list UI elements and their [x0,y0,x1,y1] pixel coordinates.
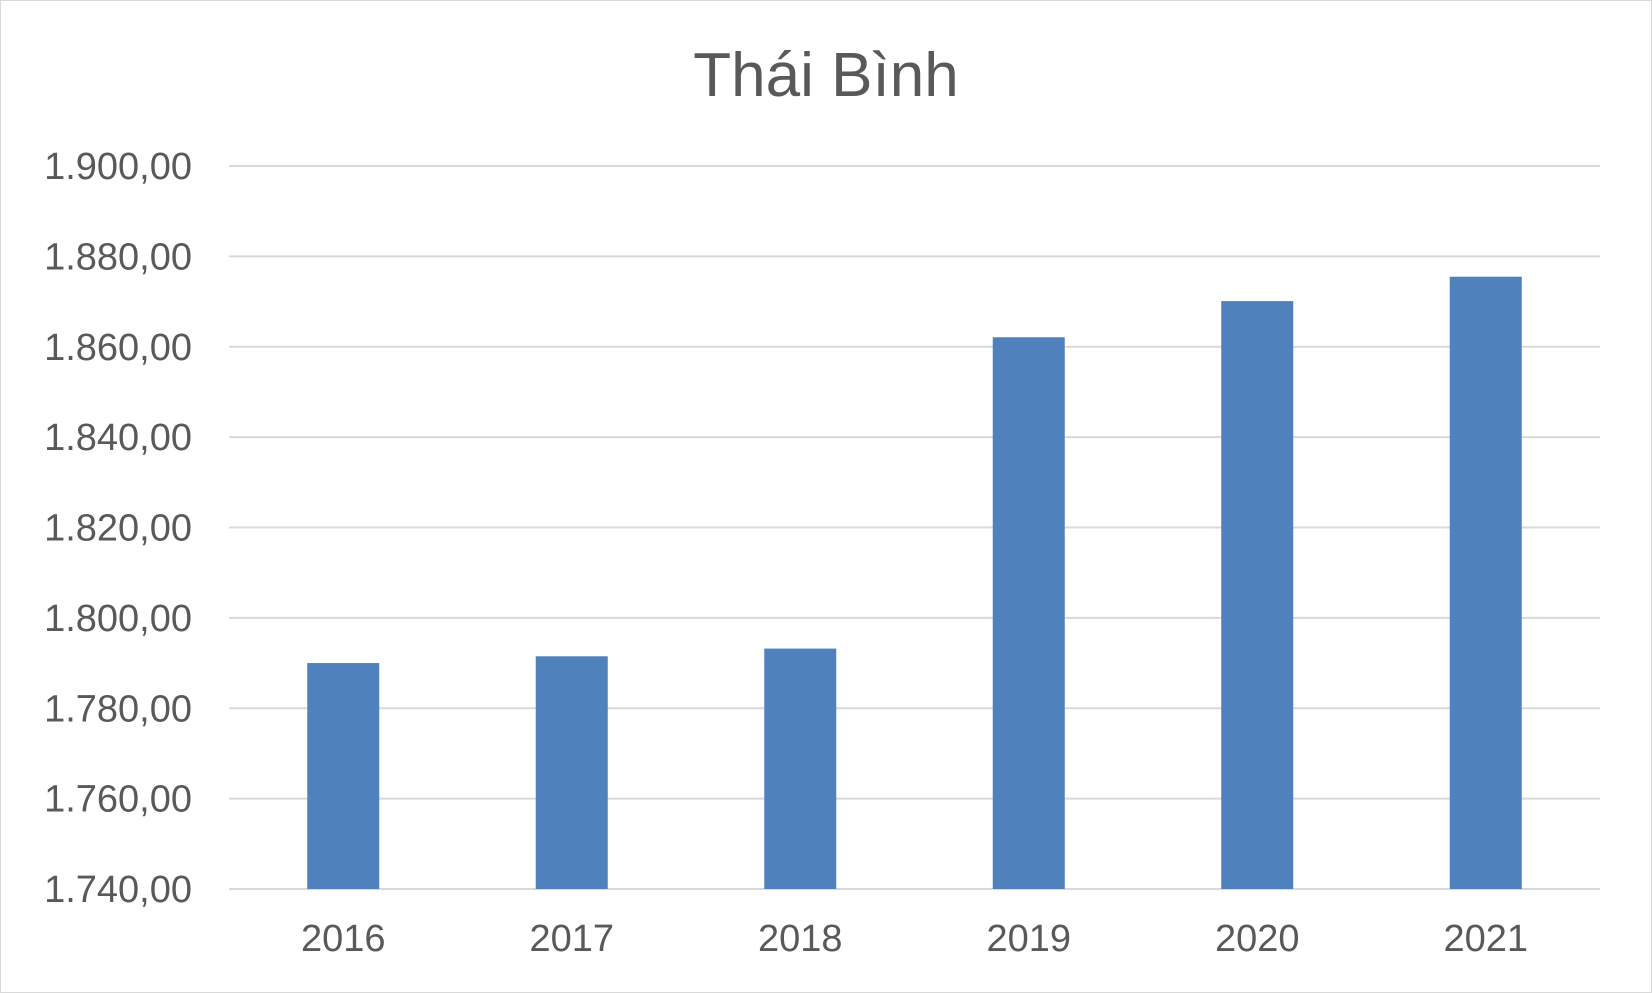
bar-2018 [764,648,837,889]
x-tick-label: 2021 [1443,918,1528,960]
x-tick-label: 2017 [529,918,614,960]
bar-2020 [1221,301,1294,890]
x-tick-label: 2018 [758,918,843,960]
x-tick-label: 2019 [986,918,1071,960]
bars [307,276,1522,890]
y-tick-label: 1.760,00 [44,779,192,821]
y-tick-label: 1.860,00 [44,327,192,369]
x-tick-label: 2020 [1215,918,1300,960]
y-tick-label: 1.780,00 [44,688,192,730]
bar-2016 [307,663,380,889]
bar-2017 [535,656,608,889]
y-tick-label: 1.840,00 [44,417,192,459]
y-tick-label: 1.900,00 [44,146,192,188]
y-tick-label: 1.820,00 [44,508,192,550]
chart-title: Thái Bình [693,41,958,110]
gridlines [229,165,1600,890]
bar-2021 [1449,276,1522,890]
y-axis-tick-labels: 1.740,00 1.760,00 1.780,00 1.800,00 1.820,00… [44,146,192,911]
x-axis-tick-labels: 2016 2017 2018 2019 2020 2021 [301,918,1528,960]
bar-2019 [992,337,1065,889]
y-tick-label: 1.800,00 [44,598,192,640]
y-tick-label: 1.880,00 [44,236,192,278]
y-tick-label: 1.740,00 [44,869,192,911]
x-tick-label: 2016 [301,918,386,960]
